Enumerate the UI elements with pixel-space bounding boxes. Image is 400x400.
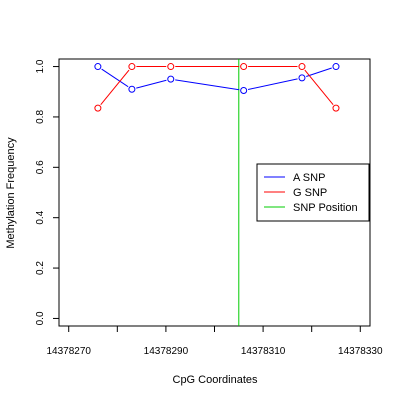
y-tick-label: 0.8	[35, 110, 46, 124]
g-snp-point	[298, 63, 306, 71]
y-axis-label: Methylation Frequency	[5, 137, 17, 249]
y-tick-label: 0.2	[35, 261, 46, 275]
legend-label-a-snp: A SNP	[293, 172, 325, 184]
g-snp-segment	[100, 69, 130, 105]
a-snp-point	[128, 85, 136, 93]
g-snp-point	[167, 63, 175, 71]
y-tick-label: 1.0	[35, 59, 46, 73]
g-snp-point	[332, 104, 340, 112]
a-snp-segment	[247, 78, 298, 91]
legend-label-g-snp: G SNP	[293, 187, 327, 199]
g-snp-point	[128, 63, 136, 71]
series-layer	[94, 63, 340, 112]
a-snp-segment	[306, 67, 332, 77]
a-snp-point	[332, 63, 340, 71]
x-tick-label: 14378310	[241, 346, 286, 357]
g-snp-point	[240, 63, 248, 71]
a-snp-segment	[136, 79, 167, 89]
y-axis: 0.0 0.2 0.4 0.6 0.8 1.0	[35, 59, 60, 325]
a-snp-segment	[101, 68, 129, 88]
a-snp-point	[298, 74, 306, 82]
x-tick-label: 14378290	[144, 346, 189, 357]
y-tick-label: 0.6	[35, 160, 46, 174]
x-axis-label: CpG Coordinates	[173, 374, 258, 386]
y-tick-label: 0.4	[35, 210, 46, 224]
x-tick-label: 14378330	[338, 346, 383, 357]
x-tick-label: 14378270	[46, 346, 91, 357]
legend: A SNP G SNP SNP Position	[256, 163, 370, 222]
g-snp-segment	[304, 69, 334, 105]
a-snp-point	[240, 86, 248, 94]
y-tick-label: 0.0	[35, 311, 46, 325]
a-snp-segment	[175, 79, 240, 91]
a-snp-point	[167, 75, 175, 83]
x-axis: 14378270 14378290 14378310 14378330	[46, 325, 383, 357]
a-snp-point	[94, 63, 102, 71]
g-snp-point	[94, 104, 102, 112]
legend-label-snp-position: SNP Position	[293, 202, 358, 214]
